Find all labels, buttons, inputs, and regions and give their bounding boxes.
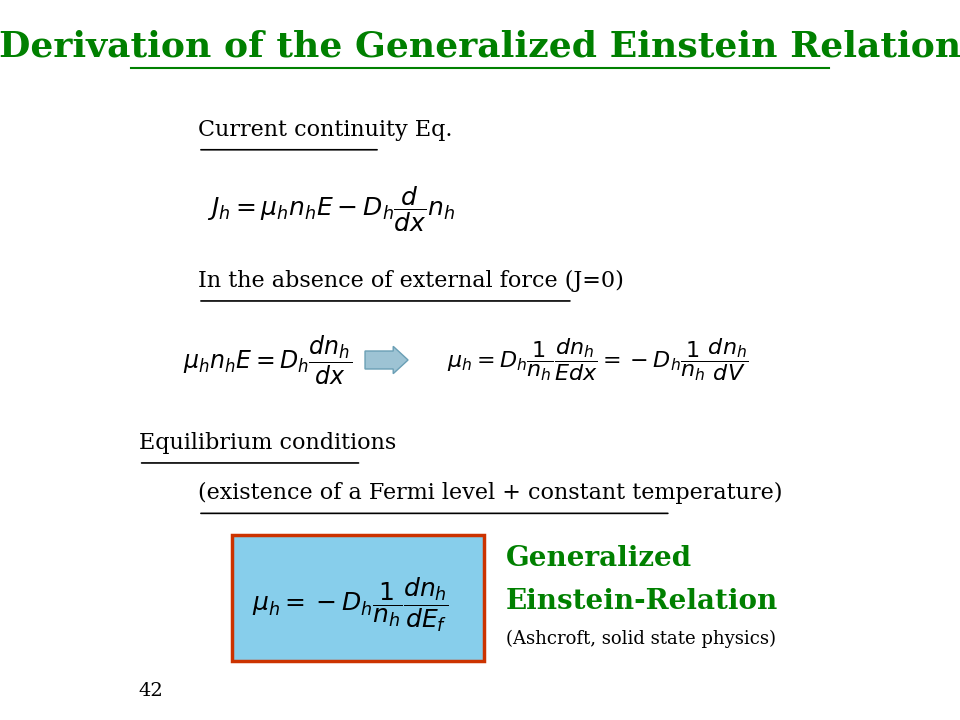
Text: Equilibrium conditions: Equilibrium conditions (139, 432, 396, 454)
Text: Current continuity Eq.: Current continuity Eq. (198, 119, 452, 140)
Text: Einstein-Relation: Einstein-Relation (506, 588, 779, 615)
Text: 42: 42 (139, 683, 163, 700)
Text: $\mu_h n_h E = D_h \dfrac{dn_h}{dx}$: $\mu_h n_h E = D_h \dfrac{dn_h}{dx}$ (183, 333, 352, 387)
Text: In the absence of external force (J=0): In the absence of external force (J=0) (198, 270, 624, 292)
FancyArrow shape (365, 346, 408, 374)
Text: $\mu_h = D_h \dfrac{1}{n_h} \dfrac{dn_h}{Edx} = -D_h \dfrac{1}{n_h} \dfrac{dn_h}: $\mu_h = D_h \dfrac{1}{n_h} \dfrac{dn_h}… (446, 337, 748, 383)
Text: (existence of a Fermi level + constant temperature): (existence of a Fermi level + constant t… (198, 482, 782, 504)
Text: $\mu_h = -D_h \dfrac{1}{n_h} \dfrac{dn_h}{dE_f}$: $\mu_h = -D_h \dfrac{1}{n_h} \dfrac{dn_h… (252, 576, 448, 634)
Text: Derivation of the Generalized Einstein Relation: Derivation of the Generalized Einstein R… (0, 30, 960, 64)
Text: Generalized: Generalized (506, 544, 692, 572)
FancyBboxPatch shape (231, 535, 484, 661)
Text: $J_h = \mu_h n_h E - D_h \dfrac{d}{dx} n_h$: $J_h = \mu_h n_h E - D_h \dfrac{d}{dx} n… (207, 184, 456, 234)
Text: (Ashcroft, solid state physics): (Ashcroft, solid state physics) (506, 630, 776, 649)
